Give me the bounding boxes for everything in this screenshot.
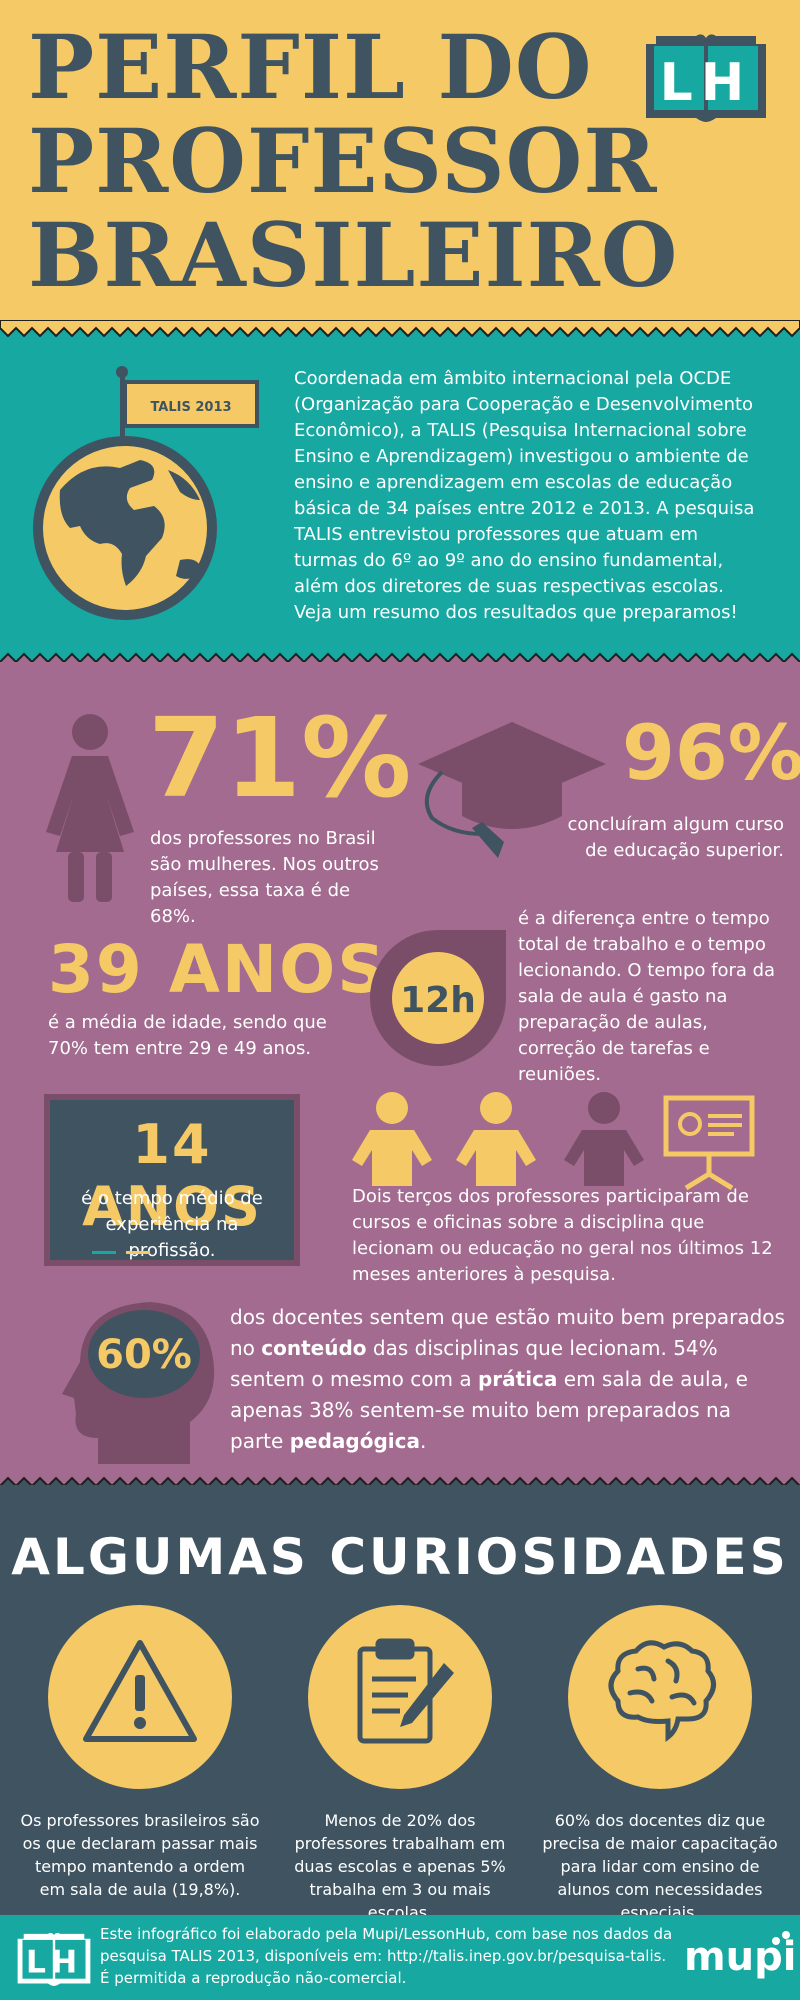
clock-icon: 12h [370, 930, 506, 1066]
brain-icon [608, 1640, 716, 1743]
experience-value: 14 ANOS [82, 1113, 262, 1238]
page-title: PERFIL DO PROFESSOR BRASILEIRO [28, 20, 678, 302]
people-training-icons [352, 1092, 755, 1190]
highlight-pedagogy: pedagógica [289, 1429, 420, 1453]
intro-text: Coordenada em âmbito internacional pela … [294, 368, 755, 623]
prepared-text: dos docentes sentem que estão muito bem … [230, 1305, 785, 1453]
chalkboard: 14 ANOS é o tempo médio de experiência n… [44, 1094, 300, 1266]
woman-icon [46, 714, 134, 902]
mupi-dots-icon [772, 1931, 790, 1945]
footer: LH Este infográfico foi elaborado pela M… [0, 1915, 800, 2000]
clipboard-pencil-icon [357, 1638, 454, 1744]
warning-icon [83, 1640, 197, 1742]
prepared-percentage: 60% [96, 1332, 192, 1378]
highlight-content: conteúdo [261, 1336, 367, 1360]
highlight-practice: prática [477, 1367, 558, 1391]
graduation-cap-icon [418, 722, 606, 858]
curiosity-text-1: Os professores brasileiros são os que de… [20, 1811, 260, 1899]
person-icon [564, 1092, 644, 1186]
age-value: 39 ANOS [48, 931, 387, 1008]
stats-section: 71% dos professores no Brasil são mulher… [0, 662, 800, 1494]
chalk-piece [92, 1251, 116, 1254]
curiosities-title: ALGUMAS CURIOSIDADES [11, 1528, 789, 1586]
presentation-board-icon [663, 1095, 755, 1190]
experience-text: é o tempo médio de experiência na profis… [81, 1188, 263, 1261]
women-text: dos professores no Brasil são mulheres. … [150, 828, 379, 927]
globe-flag-icon: TALIS 2013 [33, 366, 259, 620]
hours-text: é a diferença entre o tempo total de tra… [518, 908, 776, 1085]
lh-logo-footer: LH [17, 1932, 91, 1986]
lh-logo-text: LH [660, 53, 753, 113]
title-line-2: PROFESSOR [28, 109, 658, 213]
curiosity-text-2: Menos de 20% dos professores trabalham e… [294, 1811, 506, 1922]
curiosity-text-3: 60% dos docentes diz que precisa de maio… [542, 1811, 778, 1922]
header-section: PERFIL DO PROFESSOR BRASILEIRO LH [0, 0, 800, 336]
age-text: é a média de idade, sendo que 70% tem en… [48, 1012, 327, 1059]
lh-logo-footer-text: LH [26, 1945, 82, 1981]
curiosity-circle-3 [568, 1605, 752, 1789]
curiosities-section: ALGUMAS CURIOSIDADES Os professores bras… [0, 1485, 800, 1925]
chalk-piece [126, 1251, 150, 1254]
curiosity-circle-2 [308, 1605, 492, 1789]
women-percentage: 71% [148, 694, 412, 822]
footer-text: Este infográfico foi elaborado pela Mupi… [100, 1925, 673, 1987]
title-line-1: PERFIL DO [28, 15, 593, 119]
intro-section: TALIS 2013 Coordenada em âmbito internac… [0, 320, 800, 670]
hours-value: 12h [400, 980, 476, 1021]
curiosity-circle-1 [48, 1605, 232, 1789]
person-icon [456, 1092, 536, 1186]
higher-ed-percentage: 96% [622, 708, 800, 797]
higher-ed-text: concluíram algum curso de educação super… [567, 814, 784, 861]
zigzag-divider [0, 320, 800, 338]
head-profile-icon: 60% [62, 1302, 215, 1464]
training-text: Dois terços dos professores participaram… [352, 1186, 773, 1285]
talis-flag-label: TALIS 2013 [150, 400, 231, 415]
person-icon [352, 1092, 432, 1186]
title-line-3: BRASILEIRO [28, 203, 679, 307]
lh-logo: LH [646, 34, 766, 122]
